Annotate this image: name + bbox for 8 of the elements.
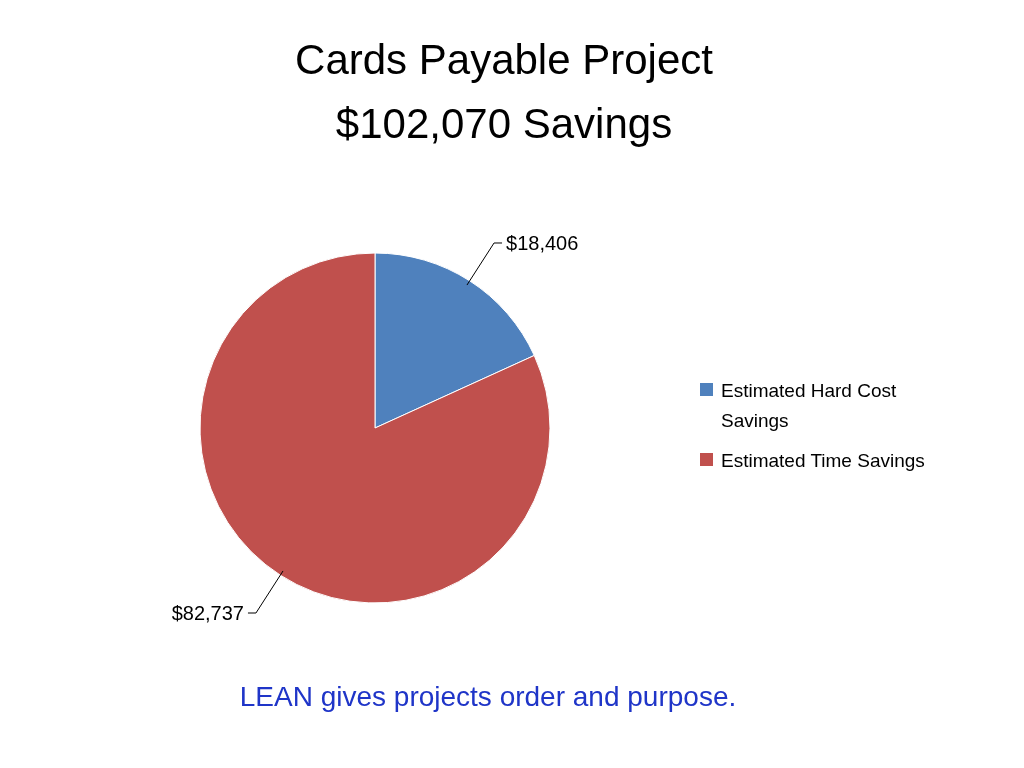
data-label: $82,737 [171, 602, 244, 625]
legend-label: Estimated Time Savings [721, 449, 925, 471]
legend-label: Estimated Hard Cost Savings [721, 379, 898, 431]
chart-subtitle: $102,070 Savings [335, 100, 673, 147]
data-label: $18,406 [506, 231, 579, 254]
text: LEAN gives projects order and purpose. [239, 681, 737, 712]
pie-slice [199, 252, 551, 604]
chart-title: Cards Payable Project [295, 36, 714, 83]
